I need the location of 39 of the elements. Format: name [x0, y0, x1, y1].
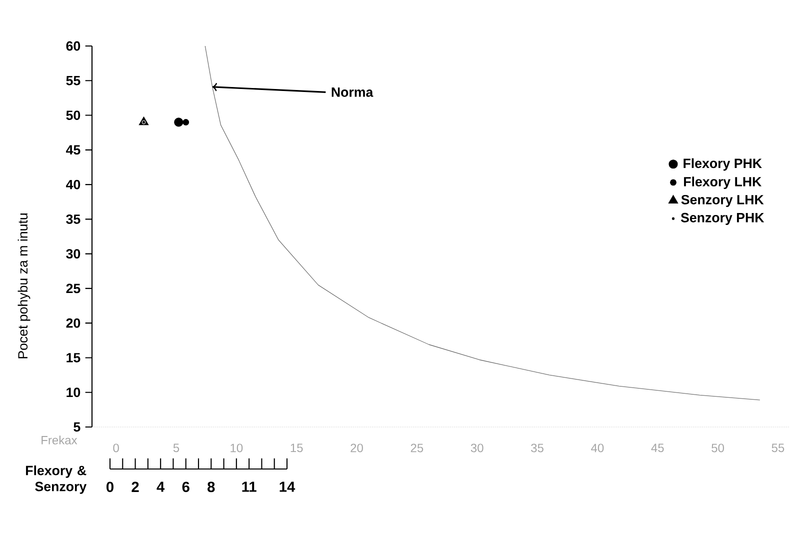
x-tick-label: 50 — [712, 444, 724, 452]
x-tick-label: 35 — [531, 444, 544, 452]
x2-tick-label: 0 — [106, 482, 114, 492]
x-tick-label: 10 — [230, 444, 243, 452]
x-tick-label: 40 — [591, 444, 604, 452]
legend-label: Flexory LHK — [684, 176, 762, 190]
legend-label: Flexory PHK — [684, 158, 762, 171]
x-tick-label: 55 — [772, 444, 784, 452]
x-tick-label: 25 — [410, 444, 424, 452]
y-tick-label: 5 — [74, 422, 80, 432]
x-tick-label: 15 — [290, 444, 303, 452]
y-tick-label: 25 — [66, 284, 80, 294]
x-axis-title: Frekax — [42, 436, 78, 444]
y-tick-label: 45 — [66, 145, 80, 155]
x2-tick-label: 14 — [280, 482, 296, 492]
x-tick-label: 20 — [350, 444, 363, 452]
x2-tick-label: 11 — [242, 482, 256, 492]
annotation: Norma — [332, 88, 374, 97]
x2-tick-label: 6 — [182, 482, 190, 492]
y-tick-label: 55 — [66, 76, 80, 86]
y-tick-label: 20 — [66, 318, 80, 328]
legend-label: Senzory PHK — [680, 212, 764, 225]
x-tick-label: 45 — [651, 444, 664, 452]
x2-axis-title: Flexory & Senzory — [26, 465, 87, 494]
y-tick-label: 50 — [66, 110, 80, 120]
y-tick-label: 60 — [66, 41, 80, 51]
y-tick-label: 30 — [66, 249, 80, 259]
y-axis-title: Pocet pohybu za m inutu — [18, 214, 30, 358]
y-tick-label: 40 — [66, 180, 80, 190]
x-tick-label: 30 — [470, 444, 484, 452]
x2-tick-label: 8 — [208, 482, 215, 492]
y-tick-label: 15 — [66, 353, 80, 362]
x2-tick-label: 4 — [156, 482, 165, 492]
legend-label: Senzory LHK — [681, 194, 764, 208]
x-tick-label: 5 — [173, 444, 180, 452]
y-tick-label: 35 — [66, 214, 80, 224]
x2-tick-label: 2 — [132, 482, 139, 492]
x-tick-label: 0 — [113, 444, 119, 452]
y-tick-label: 10 — [66, 388, 80, 398]
